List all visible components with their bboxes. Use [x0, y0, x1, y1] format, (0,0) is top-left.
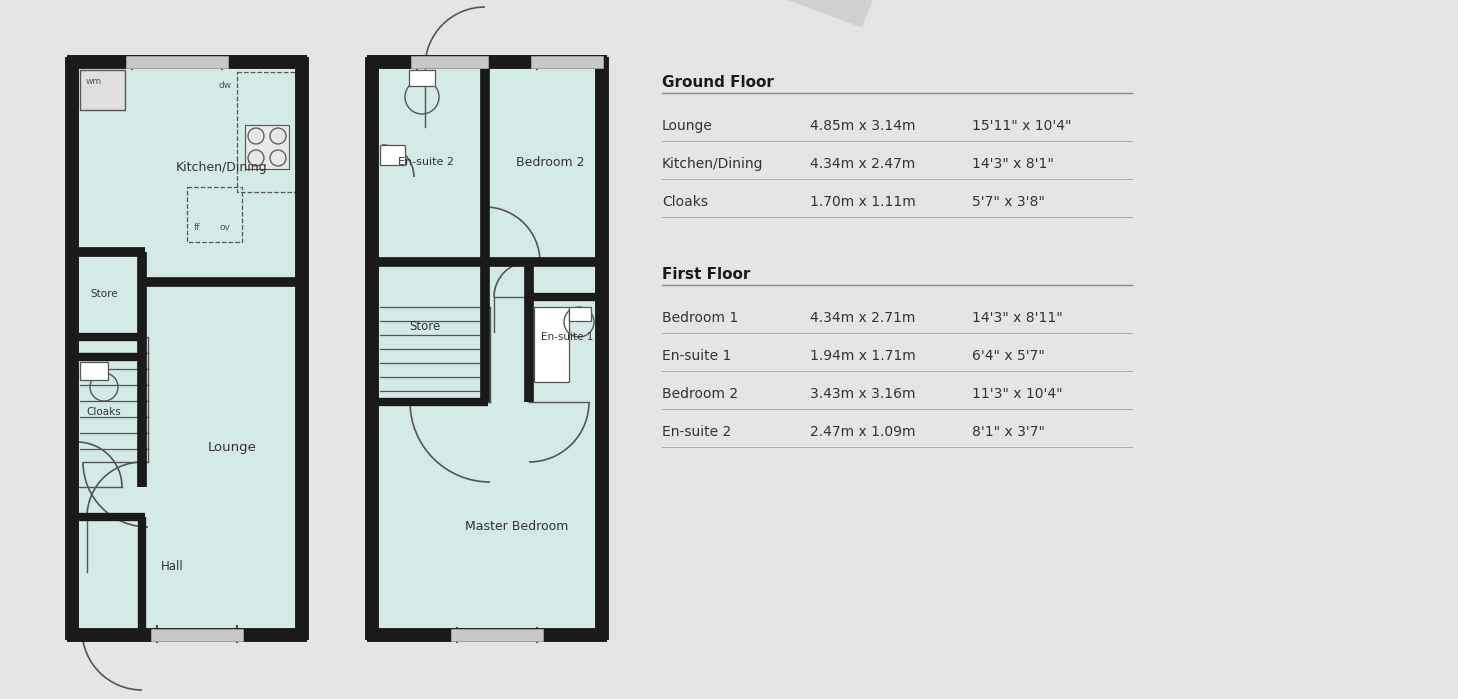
- Text: 4.34m x 2.71m: 4.34m x 2.71m: [811, 311, 916, 325]
- Text: Cloaks: Cloaks: [662, 195, 709, 209]
- Text: 1.94m x 1.71m: 1.94m x 1.71m: [811, 349, 916, 363]
- Text: En-suite 2: En-suite 2: [398, 157, 453, 167]
- Text: wm: wm: [86, 76, 102, 85]
- Text: Store: Store: [410, 321, 440, 333]
- Text: Bedroom 2: Bedroom 2: [662, 387, 738, 401]
- Text: 3.43m x 3.16m: 3.43m x 3.16m: [811, 387, 916, 401]
- Text: En-suite 1: En-suite 1: [662, 349, 732, 363]
- Text: dw: dw: [219, 80, 232, 89]
- Bar: [410, 70, 434, 86]
- Bar: [245, 125, 289, 169]
- Text: 11'3" x 10'4": 11'3" x 10'4": [972, 387, 1063, 401]
- Text: Kitchen/Dining: Kitchen/Dining: [176, 161, 268, 173]
- Text: ff: ff: [194, 222, 200, 231]
- Text: Ground Floor: Ground Floor: [662, 75, 774, 90]
- Text: Cloaks: Cloaks: [86, 407, 121, 417]
- Text: 2.47m x 1.09m: 2.47m x 1.09m: [811, 425, 916, 439]
- Text: Store: Store: [90, 289, 118, 299]
- Text: First Floor: First Floor: [662, 267, 751, 282]
- Bar: [80, 362, 108, 380]
- Text: 1.70m x 1.11m: 1.70m x 1.11m: [811, 195, 916, 209]
- Text: 15'11" x 10'4": 15'11" x 10'4": [972, 119, 1072, 133]
- Text: Bedroom 1: Bedroom 1: [662, 311, 738, 325]
- Bar: [67, 57, 308, 640]
- Bar: [80, 70, 125, 110]
- Text: 14'3" x 8'1": 14'3" x 8'1": [972, 157, 1054, 171]
- Text: 8'1" x 3'7": 8'1" x 3'7": [972, 425, 1045, 439]
- Bar: [534, 307, 569, 382]
- Bar: [187, 187, 242, 242]
- Text: En-suite 2: En-suite 2: [662, 425, 732, 439]
- Text: 5'7" x 3'8": 5'7" x 3'8": [972, 195, 1045, 209]
- Text: Master Bedroom: Master Bedroom: [465, 521, 569, 533]
- Text: ov: ov: [220, 222, 230, 231]
- Text: 6'4" x 5'7": 6'4" x 5'7": [972, 349, 1045, 363]
- Bar: [238, 72, 297, 192]
- Text: Lounge: Lounge: [207, 440, 257, 454]
- Bar: [569, 307, 590, 321]
- Bar: [367, 57, 607, 640]
- Text: Kitchen/Dining: Kitchen/Dining: [662, 157, 764, 171]
- Text: En-suite 1: En-suite 1: [541, 332, 593, 342]
- Bar: [381, 145, 405, 165]
- Text: 4.34m x 2.47m: 4.34m x 2.47m: [811, 157, 916, 171]
- Text: Lounge: Lounge: [662, 119, 713, 133]
- Text: Hall: Hall: [160, 561, 184, 573]
- Text: Bedroom 2: Bedroom 2: [516, 155, 585, 168]
- Text: 4.85m x 3.14m: 4.85m x 3.14m: [811, 119, 916, 133]
- Text: 14'3" x 8'11": 14'3" x 8'11": [972, 311, 1063, 325]
